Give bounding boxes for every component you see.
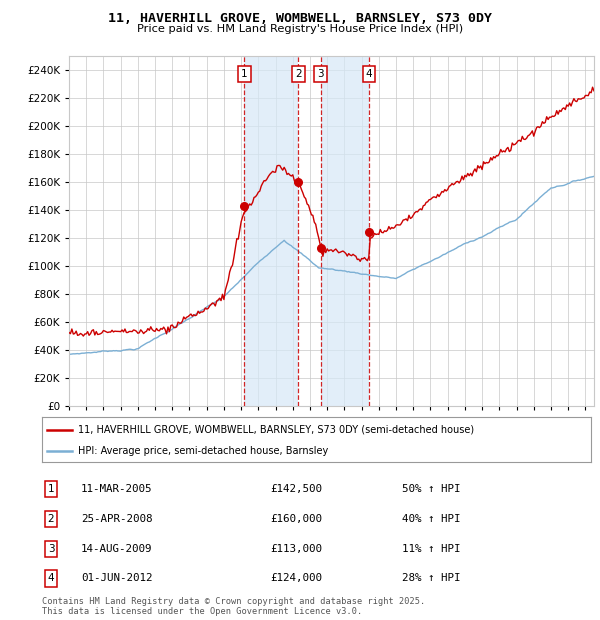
Text: £160,000: £160,000 [270,514,322,524]
Text: 2: 2 [47,514,55,524]
Text: 1: 1 [241,69,248,79]
Text: Contains HM Land Registry data © Crown copyright and database right 2025.: Contains HM Land Registry data © Crown c… [42,597,425,606]
Text: 2: 2 [295,69,302,79]
Text: 1: 1 [47,484,55,494]
Text: 11% ↑ HPI: 11% ↑ HPI [402,544,461,554]
Bar [320,56,369,406]
Text: Price paid vs. HM Land Registry's House Price Index (HPI): Price paid vs. HM Land Registry's House … [137,24,463,33]
Text: 50% ↑ HPI: 50% ↑ HPI [402,484,461,494]
Text: HPI: Average price, semi-detached house, Barnsley: HPI: Average price, semi-detached house,… [77,446,328,456]
Text: 25-APR-2008: 25-APR-2008 [81,514,152,524]
Text: £142,500: £142,500 [270,484,322,494]
Text: 40% ↑ HPI: 40% ↑ HPI [402,514,461,524]
Text: 4: 4 [365,69,372,79]
Text: This data is licensed under the Open Government Licence v3.0.: This data is licensed under the Open Gov… [42,607,362,616]
Text: 11, HAVERHILL GROVE, WOMBWELL, BARNSLEY, S73 0DY: 11, HAVERHILL GROVE, WOMBWELL, BARNSLEY,… [108,12,492,25]
Text: 3: 3 [317,69,324,79]
Text: 11, HAVERHILL GROVE, WOMBWELL, BARNSLEY, S73 0DY (semi-detached house): 11, HAVERHILL GROVE, WOMBWELL, BARNSLEY,… [77,425,474,435]
Bar [244,56,298,406]
Text: 01-JUN-2012: 01-JUN-2012 [81,574,152,583]
Text: £113,000: £113,000 [270,544,322,554]
Text: 28% ↑ HPI: 28% ↑ HPI [402,574,461,583]
Text: £124,000: £124,000 [270,574,322,583]
Text: 11-MAR-2005: 11-MAR-2005 [81,484,152,494]
Text: 4: 4 [47,574,55,583]
Text: 14-AUG-2009: 14-AUG-2009 [81,544,152,554]
Text: 3: 3 [47,544,55,554]
